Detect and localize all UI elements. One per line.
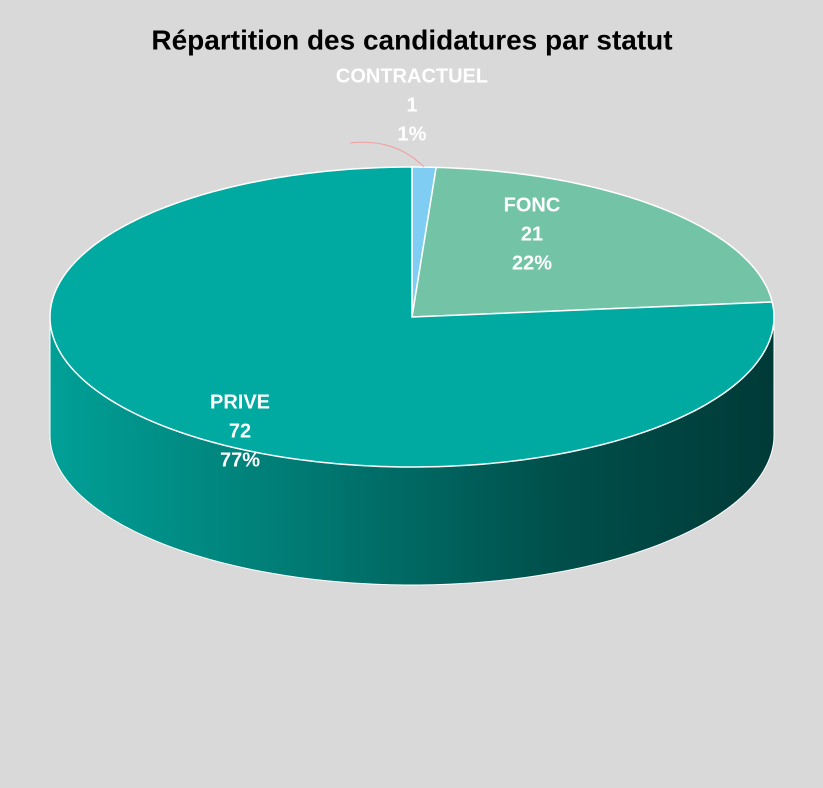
- data-label-percent: 77%: [220, 449, 260, 471]
- data-label-percent: 1%: [398, 123, 427, 145]
- slice: [411, 166, 774, 318]
- data-label-name: PRIVE: [210, 391, 270, 413]
- chart-title: Répartition des candidatures par statut: [151, 24, 672, 55]
- leader-line: [349, 141, 425, 168]
- data-label-value: 1: [406, 94, 417, 116]
- data-label-percent: 22%: [512, 252, 552, 274]
- data-label-name: CONTRACTUEL: [336, 65, 488, 87]
- data-label-value: 21: [521, 223, 543, 245]
- data-label-value: 72: [229, 420, 251, 442]
- data-label-name: FONC: [504, 194, 561, 216]
- slice: [49, 166, 775, 468]
